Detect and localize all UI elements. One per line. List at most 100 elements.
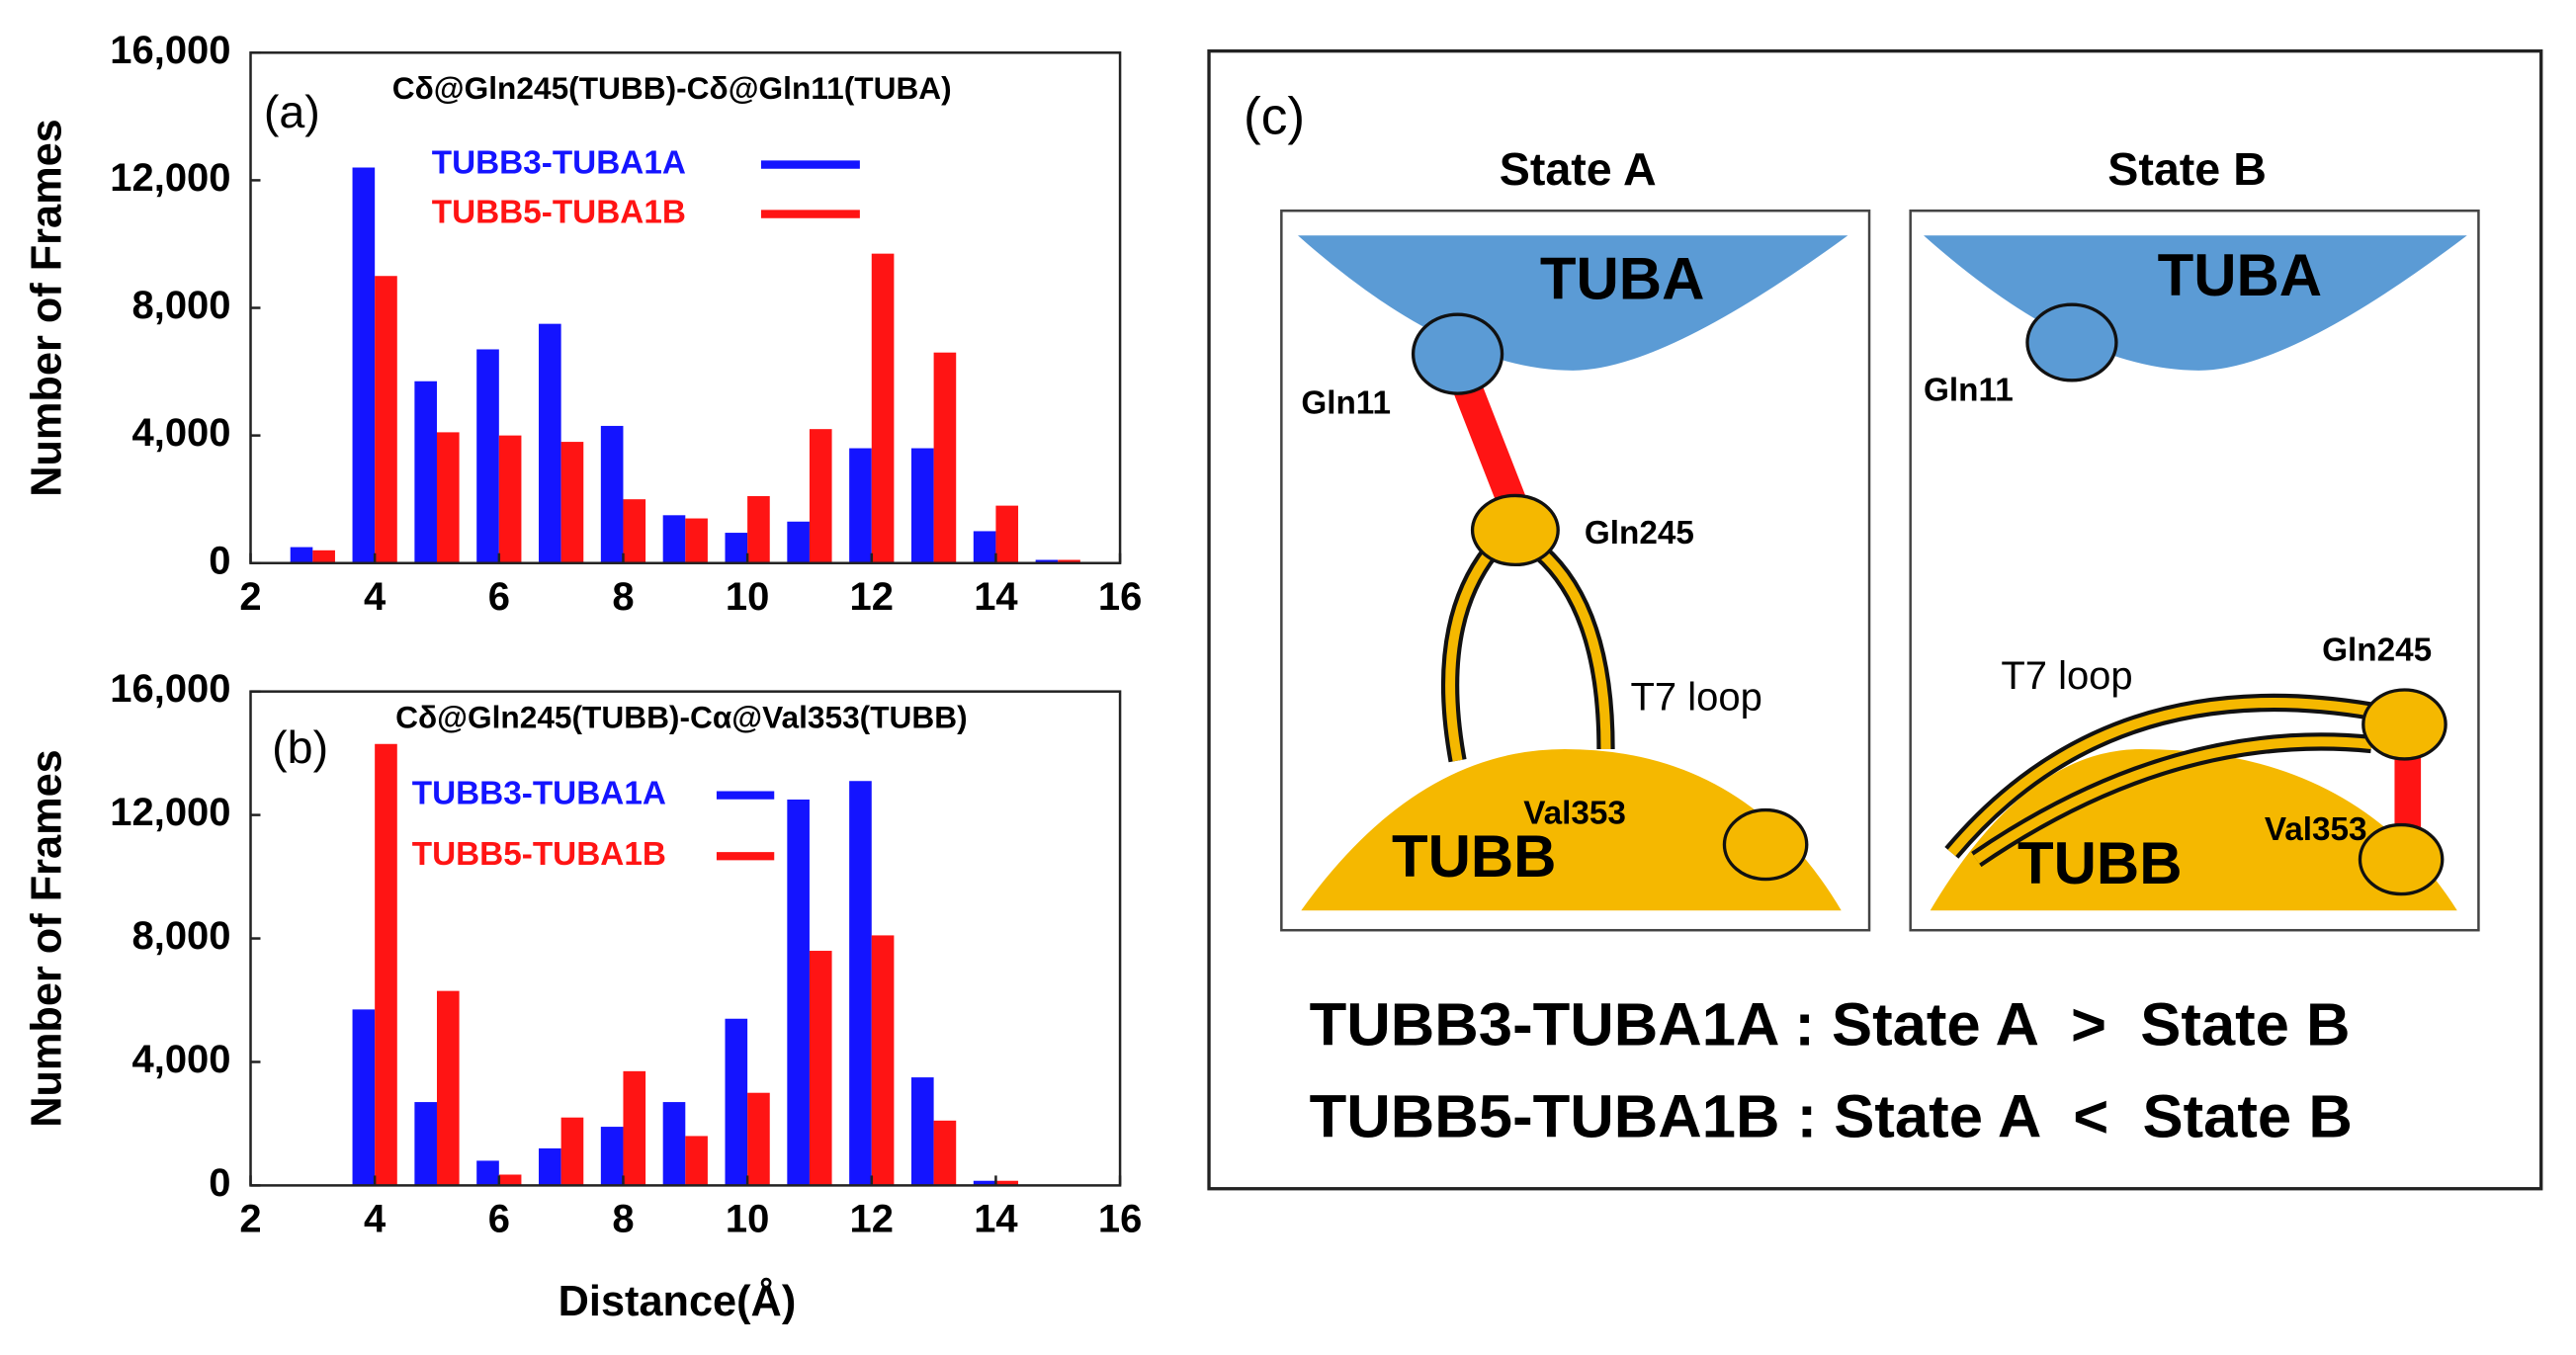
bar	[414, 381, 437, 563]
legend-label: TUBB3-TUBA1A	[412, 775, 666, 811]
loop-label: T7 loop	[2001, 654, 2132, 698]
loop	[1973, 736, 2372, 864]
bar	[849, 781, 872, 1186]
y-tick-label: 16,000	[110, 667, 230, 711]
bar	[662, 515, 686, 563]
residue-circle	[2361, 688, 2447, 761]
residue-label: Gln11	[1924, 372, 2014, 408]
bar	[995, 505, 1019, 563]
x-tick-label: 14	[974, 575, 1018, 619]
x-tick-label: 4	[364, 1198, 386, 1241]
x-tick-label: 12	[850, 575, 894, 619]
legend-label: TUBB3-TUBA1A	[432, 144, 686, 181]
residue-label: Gln245	[1585, 515, 1694, 551]
y-tick-label: 12,000	[110, 791, 230, 834]
x-tick-label: 10	[726, 575, 769, 619]
bar	[352, 167, 376, 563]
residue-circle	[2025, 302, 2118, 382]
bar	[375, 743, 397, 1186]
y-tick-label: 4,000	[131, 1038, 230, 1081]
bar	[414, 1102, 437, 1186]
bar	[910, 1077, 934, 1186]
summary-line: TUBB5-TUBA1B : State A < State B	[1310, 1083, 2353, 1151]
residue-label: Gln245	[2322, 632, 2432, 668]
diagram-frame	[1207, 48, 2543, 1191]
bar	[787, 521, 810, 563]
bar	[352, 1009, 376, 1186]
y-axis-label: Number of Frames	[24, 119, 71, 497]
bar	[476, 349, 499, 563]
loop	[1445, 548, 1495, 762]
tubb-label: TUBB	[1392, 823, 1557, 889]
x-axis-label: Distance(Å)	[558, 1278, 797, 1325]
y-tick-label: 8,000	[131, 914, 230, 958]
bar	[809, 951, 832, 1186]
tubb-shape	[1301, 748, 1842, 911]
bar	[787, 799, 810, 1186]
bar	[871, 253, 895, 563]
bar	[1058, 559, 1080, 563]
x-tick-label: 16	[1098, 575, 1142, 619]
bar	[849, 448, 872, 563]
bar	[498, 1174, 522, 1186]
bar	[560, 1117, 584, 1186]
y-tick-label: 12,000	[110, 156, 230, 200]
bar	[662, 1102, 686, 1186]
residue-circle	[1411, 312, 1504, 395]
bar	[560, 442, 584, 563]
x-tick-label: 2	[239, 1198, 261, 1241]
bar	[725, 533, 748, 563]
loop	[1947, 698, 2372, 857]
bar	[375, 276, 397, 563]
bar	[747, 1092, 770, 1186]
y-axis-label: Number of Frames	[24, 749, 71, 1128]
bar	[498, 435, 522, 563]
state-title: State B	[2107, 143, 2267, 195]
summary-line: TUBB3-TUBA1A : State A > State B	[1310, 990, 2351, 1059]
bar	[539, 1147, 561, 1186]
tubb-shape	[1930, 748, 2457, 911]
residue-label: Val353	[2265, 811, 2367, 848]
y-tick-label: 0	[209, 1161, 230, 1205]
bar	[600, 1127, 624, 1186]
bar	[476, 1160, 499, 1186]
bar	[995, 1180, 1019, 1186]
y-tick-label: 16,000	[110, 29, 230, 72]
bar	[725, 1018, 748, 1186]
bar	[973, 531, 996, 563]
x-tick-label: 14	[974, 1198, 1018, 1241]
bar	[290, 547, 313, 563]
panel-label: (c)	[1244, 88, 1305, 146]
residue-label: Gln11	[1301, 385, 1391, 422]
tuba-label: TUBA	[1540, 245, 1705, 311]
chart-title: Cδ@Gln245(TUBB)-Cα@Val353(TUBB)	[395, 699, 968, 734]
bar	[933, 352, 957, 563]
loop	[1536, 548, 1611, 749]
y-tick-label: 0	[209, 539, 230, 582]
bar	[910, 448, 934, 563]
bar	[973, 1180, 996, 1186]
panel-label: (b)	[272, 721, 328, 773]
bar	[623, 1070, 646, 1186]
bar	[1035, 559, 1059, 563]
bar	[312, 550, 335, 563]
bar	[436, 990, 460, 1186]
bar	[685, 518, 708, 563]
panel-label: (a)	[264, 86, 320, 137]
bar	[539, 323, 561, 563]
legend-label: TUBB5-TUBA1B	[432, 194, 686, 230]
residue-circle	[2358, 822, 2445, 896]
bar	[685, 1136, 708, 1186]
x-tick-label: 10	[726, 1198, 769, 1241]
bar	[436, 432, 460, 563]
bar	[871, 935, 895, 1186]
x-tick-label: 8	[612, 1198, 634, 1241]
legend-label: TUBB5-TUBA1B	[412, 836, 666, 873]
x-tick-label: 16	[1098, 1198, 1142, 1241]
tuba-label: TUBA	[2158, 242, 2323, 308]
x-tick-label: 12	[850, 1198, 894, 1241]
bar	[623, 499, 646, 563]
residue-circle	[1722, 807, 1809, 882]
